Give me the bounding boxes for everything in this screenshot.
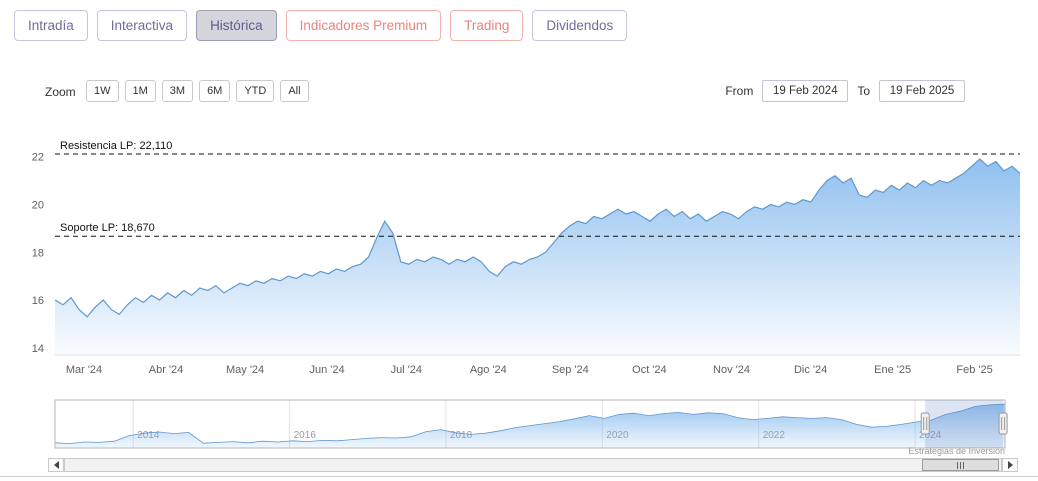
y-axis-label: 14 bbox=[32, 343, 44, 355]
price-line bbox=[54, 158, 1021, 318]
right-arrow-icon bbox=[1007, 461, 1013, 469]
thumb-grip-icon bbox=[957, 461, 958, 469]
zoom-buttons: 1W 1M 3M 6M YTD All bbox=[86, 80, 309, 102]
left-arrow-icon bbox=[53, 461, 59, 469]
navigator-line bbox=[54, 403, 1006, 445]
zoom-button-1w[interactable]: 1W bbox=[86, 80, 119, 102]
price-chart[interactable]: 14 16 18 20 22 Mar '24 Abr '24 May '24 Jun '24 Ju… bbox=[0, 115, 1038, 395]
y-axis-label: 16 bbox=[32, 295, 44, 307]
credits-text: Estrategias de Inversión bbox=[908, 446, 1005, 456]
zoom-button-6m[interactable]: 6M bbox=[199, 80, 231, 102]
scrollbar-right-arrow[interactable] bbox=[1002, 458, 1018, 472]
zoom-button-all[interactable]: All bbox=[280, 80, 309, 102]
navigator-chart[interactable]: 201420162018202020222024 bbox=[0, 396, 1038, 452]
from-label: From bbox=[725, 84, 754, 98]
zoom-button-3m[interactable]: 3M bbox=[161, 80, 194, 102]
tab-dividendos[interactable]: Dividendos bbox=[532, 10, 628, 41]
date-range: From To bbox=[725, 80, 965, 102]
tab-interactiva[interactable]: Interactiva bbox=[96, 10, 188, 41]
chart-toolbar: Zoom 1W 1M 3M 6M YTD All From To bbox=[0, 80, 1038, 104]
thumb-grip-icon bbox=[960, 461, 961, 469]
thumb-grip-icon bbox=[963, 461, 964, 469]
to-label: To bbox=[857, 84, 870, 98]
bottom-divider bbox=[0, 476, 1038, 477]
scrollbar-track[interactable] bbox=[64, 458, 1002, 472]
x-axis-label: Abr '24 bbox=[149, 364, 184, 376]
x-axis-label: Sep '24 bbox=[552, 364, 589, 376]
y-axis-label: 20 bbox=[32, 200, 44, 212]
navigator-year-label: 2016 bbox=[294, 430, 317, 441]
tab-historica[interactable]: Histórica bbox=[196, 10, 277, 41]
navigator-selected-mask[interactable] bbox=[925, 400, 1004, 448]
navigator-handle-right[interactable] bbox=[998, 412, 1008, 435]
x-axis-label: Oct '24 bbox=[632, 364, 667, 376]
x-axis-label: Feb '25 bbox=[956, 364, 992, 376]
x-axis-label: Dic '24 bbox=[794, 364, 827, 376]
zoom-button-ytd[interactable]: YTD bbox=[236, 80, 275, 102]
scrollbar-left-arrow[interactable] bbox=[48, 458, 64, 472]
x-axis-label: Nov '24 bbox=[713, 364, 750, 376]
x-axis-label: Jul '24 bbox=[391, 364, 422, 376]
plot-line-label: Resistencia LP: 22,110 bbox=[60, 140, 172, 152]
tabs-row: Intradía Interactiva Histórica Indicador… bbox=[14, 10, 628, 41]
y-axis-label: 22 bbox=[32, 152, 44, 164]
x-axis-label: Ago '24 bbox=[470, 364, 507, 376]
zoom-label: Zoom bbox=[45, 85, 76, 99]
x-axis-label: Mar '24 bbox=[66, 364, 102, 376]
x-axis-label: Ene '25 bbox=[874, 364, 911, 376]
zoom-button-1m[interactable]: 1M bbox=[124, 80, 156, 102]
from-date-input[interactable] bbox=[762, 80, 849, 102]
scrollbar-thumb[interactable] bbox=[922, 459, 999, 471]
tab-intradia[interactable]: Intradía bbox=[14, 10, 88, 41]
plot-line-label: Soporte LP: 18,670 bbox=[60, 222, 155, 234]
x-axis-label: Jun '24 bbox=[310, 364, 345, 376]
navigator-handle-left[interactable] bbox=[920, 412, 930, 435]
y-axis-label: 18 bbox=[32, 247, 44, 259]
to-date-input[interactable] bbox=[879, 80, 965, 102]
tab-indicadores-premium[interactable]: Indicadores Premium bbox=[285, 10, 442, 41]
x-axis-label: May '24 bbox=[226, 364, 264, 376]
tab-trading[interactable]: Trading bbox=[450, 10, 524, 41]
scrollbar bbox=[48, 458, 1018, 472]
